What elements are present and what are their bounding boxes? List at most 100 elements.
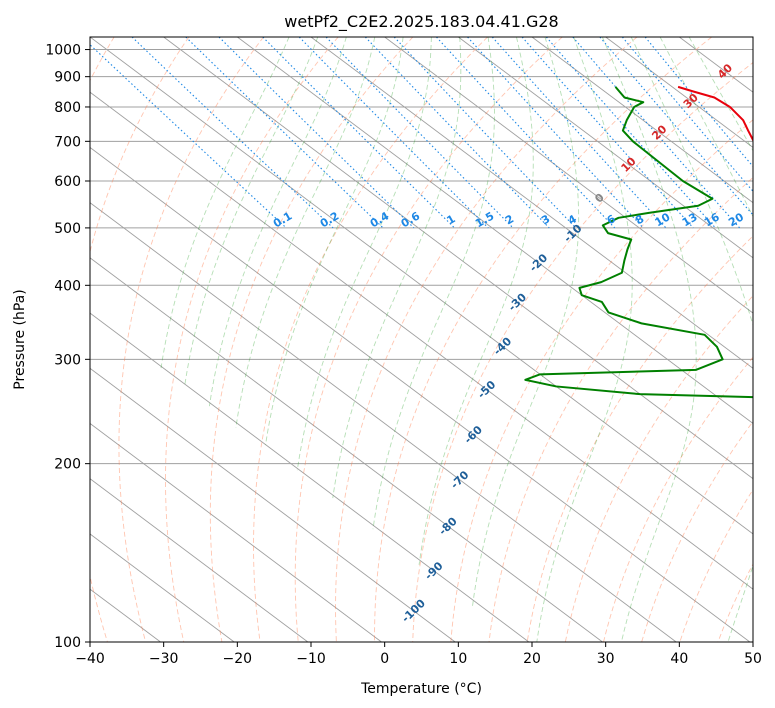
- dry-adiabat-line: [450, 119, 753, 642]
- mixing-ratio-line: [262, 37, 455, 229]
- isotherm-label: 20: [649, 122, 669, 142]
- dry-adiabat-line: [294, 37, 563, 642]
- moist-adiabat-line: [601, 37, 697, 642]
- dewpoint-profile-line: [524, 86, 753, 399]
- y-tick-label: 900: [54, 70, 81, 86]
- x-tick-label: −40: [75, 651, 105, 667]
- dry-adiabat-line: [488, 176, 753, 642]
- mixing-ratio-label: 25: [751, 210, 771, 229]
- mixing-ratio-line: [621, 37, 753, 193]
- mixing-ratio-label: 16: [702, 210, 722, 229]
- y-axis-label: Pressure (hPa): [12, 289, 28, 389]
- moist-adiabat-line: [265, 37, 404, 446]
- temperature-profile-line: [677, 85, 753, 143]
- mixing-ratio-line: [90, 43, 287, 229]
- dry-adiabat-line: [412, 61, 753, 642]
- mixing-ratio-label: 0.1: [271, 209, 294, 230]
- isotherm-line: [458, 37, 753, 259]
- mixing-ratio-label: 20: [726, 210, 746, 229]
- isotherm-label: 0: [592, 191, 607, 206]
- moist-adiabat-line: [418, 37, 534, 565]
- mixing-ratio-line: [298, 37, 489, 229]
- mixing-ratio-line: [218, 37, 415, 229]
- mixing-ratio-line: [467, 37, 644, 229]
- x-tick-label: 0: [380, 651, 389, 667]
- profile-layer: [524, 85, 753, 399]
- mixing-ratio-label: 1: [444, 212, 457, 227]
- isotherm-line: [310, 37, 753, 369]
- mixing-ratio-line: [364, 37, 550, 229]
- isotherm-label: -30: [506, 290, 530, 313]
- isotherm-label: 10: [619, 155, 639, 175]
- isotherm-line: [90, 312, 530, 642]
- dry-adiabat-line: [603, 356, 753, 642]
- x-tick-label: 10: [449, 651, 467, 667]
- isotherm-label: -90: [422, 559, 446, 582]
- isotherm-line: [90, 202, 677, 642]
- y-tick-label: 200: [54, 457, 81, 473]
- dry-adiabat-line: [90, 37, 115, 82]
- dry-adiabat-line: [90, 37, 190, 642]
- x-tick-label: 40: [670, 651, 688, 667]
- isotherm-line: [90, 478, 309, 642]
- moist-adiabat-line: [472, 37, 580, 607]
- isotherm-line: [90, 146, 751, 642]
- mixing-ratio-line: [325, 37, 514, 229]
- dry-adiabat-line: [374, 37, 712, 642]
- dry-adiabat-line: [564, 295, 753, 642]
- moist-adiabat-line: [536, 37, 633, 642]
- label-layer: 0.10.20.40.611.52346810131620253036-100-…: [271, 61, 775, 625]
- x-tick-label: −30: [149, 651, 179, 667]
- moist-adiabat-line: [208, 37, 347, 407]
- y-tick-label: 700: [54, 134, 81, 150]
- mixing-ratio-label: 3: [539, 212, 552, 227]
- mixing-ratio-line: [185, 37, 384, 229]
- plot-frame: [89, 36, 754, 643]
- isotherm-line: [90, 367, 456, 642]
- x-tick-label: −10: [296, 651, 326, 667]
- mixing-ratio-label: 13: [680, 210, 700, 229]
- moist-adiabat-line: [160, 37, 290, 369]
- isotherm-label: -40: [491, 335, 515, 358]
- x-tick-label: 50: [744, 651, 762, 667]
- mixing-ratio-line: [393, 37, 577, 229]
- dry-adiabat-line: [209, 37, 414, 642]
- isotherm-line: [605, 37, 753, 148]
- isotherm-label: -20: [527, 251, 551, 274]
- isotherm-line: [90, 422, 382, 642]
- dry-adiabat-line: [756, 37, 775, 642]
- y-tick-label: 1000: [45, 43, 81, 59]
- mixing-ratio-line: [545, 37, 716, 229]
- x-tick-label: 30: [597, 651, 615, 667]
- x-tick-label: 20: [523, 651, 541, 667]
- mixing-ratio-line: [131, 37, 334, 229]
- isotherm-label: 40: [715, 61, 735, 81]
- y-tick-label: 300: [54, 352, 81, 368]
- y-tick-label: 800: [54, 100, 81, 116]
- mixing-ratio-label: 30: [771, 210, 775, 229]
- mixing-ratio-label: 0.6: [399, 209, 423, 230]
- tick-layer: −40 −30 −20 −10 0 10 20 30 40 5010020030040050060…: [45, 43, 762, 667]
- chart-title: wetPf2_C2E2.2025.183.04.41.G28: [284, 12, 558, 32]
- dry-adiabat-line: [165, 37, 339, 642]
- isotherm-line: [237, 37, 753, 425]
- isotherm-label: -70: [448, 468, 472, 491]
- isotherm-label: -60: [462, 423, 486, 446]
- isotherm-line: [90, 37, 753, 535]
- isotherm-line: [90, 257, 603, 642]
- isotherm-line: [90, 91, 753, 590]
- dry-adiabat-line: [526, 235, 753, 642]
- dry-adiabat-line: [335, 37, 638, 642]
- isotherm-line: [752, 37, 753, 38]
- grid-layer: [90, 37, 775, 642]
- mixing-ratio-line: [436, 37, 616, 229]
- y-tick-label: 500: [54, 221, 81, 237]
- isotherm-line: [384, 37, 753, 314]
- mixing-ratio-label: 0.4: [368, 209, 392, 230]
- y-tick-label: 400: [54, 278, 81, 294]
- moist-adiabat-line: [372, 37, 495, 530]
- isotherm-label: -80: [436, 514, 460, 537]
- mixing-ratio-label: 10: [653, 210, 673, 229]
- isotherm-line: [531, 37, 753, 204]
